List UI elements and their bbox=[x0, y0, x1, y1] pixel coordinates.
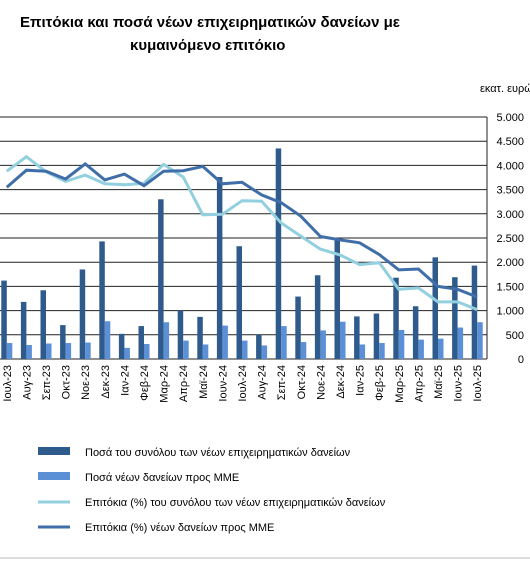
bar bbox=[373, 313, 380, 359]
y-tick-label: 500 bbox=[506, 330, 524, 342]
bar bbox=[118, 333, 125, 359]
chart-title: Επιτόκια και ποσά νέων επιχειρηματικών δ… bbox=[20, 14, 400, 31]
bar bbox=[1, 280, 7, 359]
bar bbox=[452, 277, 458, 359]
bar bbox=[398, 329, 405, 359]
bar bbox=[65, 343, 72, 359]
x-tick-label: Μαρ-25 bbox=[394, 365, 406, 403]
x-tick-label: Ιουλ-24 bbox=[237, 365, 249, 402]
x-tick-label: Σεπ-24 bbox=[276, 365, 288, 400]
bar bbox=[99, 241, 105, 359]
bar bbox=[256, 334, 262, 359]
bar bbox=[26, 344, 32, 359]
x-tick-label: Μαϊ-24 bbox=[198, 365, 210, 399]
x-tick-label: Απρ-24 bbox=[178, 365, 190, 402]
line bbox=[5, 154, 478, 311]
bar bbox=[40, 290, 46, 359]
x-tick-label: Ιουλ-23 bbox=[2, 365, 14, 402]
bar bbox=[177, 310, 184, 359]
y-tick-label: 1.500 bbox=[496, 281, 524, 293]
bar bbox=[236, 246, 242, 359]
legend-label: Ποσά νέων δανείων προς ΜΜΕ bbox=[85, 472, 239, 484]
bar bbox=[85, 342, 91, 359]
x-tick-label: Μαρ-24 bbox=[159, 365, 171, 403]
x-tick-label: Ιαν-25 bbox=[355, 365, 367, 396]
bar bbox=[340, 321, 346, 359]
bar bbox=[438, 338, 444, 359]
bar bbox=[20, 301, 27, 359]
y-tick-label: 0 bbox=[518, 354, 524, 366]
bar bbox=[477, 322, 483, 359]
x-tick-label: Ιουν-24 bbox=[217, 365, 229, 402]
y-tick-label: 2.000 bbox=[496, 257, 524, 269]
bar bbox=[104, 321, 111, 359]
y-tick-label: 4.500 bbox=[496, 136, 524, 148]
bar bbox=[79, 269, 86, 359]
bar bbox=[197, 316, 203, 359]
bar bbox=[412, 306, 419, 359]
legend-label: Επιτόκια (%) του συνόλου των νέων επιχει… bbox=[85, 497, 386, 509]
x-tick-label: Φεβ-24 bbox=[139, 365, 151, 401]
x-tick-label: Φεβ-25 bbox=[374, 365, 386, 401]
x-tick-label: Δεκ-24 bbox=[335, 365, 347, 399]
legend-label: Επιτόκια (%) νέων δανείων προς ΜΜΕ bbox=[85, 522, 274, 534]
legend-swatch bbox=[38, 447, 70, 455]
bar bbox=[6, 343, 13, 359]
bar bbox=[334, 238, 340, 359]
bar bbox=[379, 343, 385, 359]
chart-title: κυμαινόμενο επιτόκιο bbox=[130, 37, 285, 54]
x-tick-label: Οκτ-23 bbox=[61, 365, 73, 399]
y-tick-label: 5.000 bbox=[496, 112, 524, 124]
legend-swatch bbox=[38, 472, 70, 480]
x-tick-label: Νοε-23 bbox=[80, 365, 92, 400]
bar bbox=[281, 326, 287, 359]
x-tick-label: Οκτ-24 bbox=[296, 365, 308, 399]
bar bbox=[158, 199, 164, 359]
bar bbox=[222, 325, 228, 359]
y-axis-label: εκατ. ευρώ bbox=[480, 83, 530, 95]
bar bbox=[275, 148, 282, 359]
x-tick-label: Μαϊ-25 bbox=[433, 365, 445, 399]
bar bbox=[295, 296, 301, 359]
y-tick-label: 3.000 bbox=[496, 209, 524, 221]
bar bbox=[457, 327, 464, 359]
y-tick-label: 2.500 bbox=[496, 233, 524, 245]
bar bbox=[242, 340, 248, 359]
bar bbox=[144, 343, 150, 359]
bar bbox=[124, 347, 130, 359]
legend-label: Ποσά του συνόλου των νέων επιχειρηματικώ… bbox=[85, 447, 351, 459]
bar bbox=[471, 265, 478, 359]
x-tick-label: Αυγ-23 bbox=[21, 365, 33, 400]
bar bbox=[60, 325, 66, 359]
bar bbox=[202, 344, 209, 359]
y-tick-label: 1.000 bbox=[496, 306, 524, 318]
bar bbox=[46, 343, 52, 359]
bar bbox=[261, 345, 268, 359]
bar bbox=[432, 257, 438, 359]
x-tick-label: Ιουλ-25 bbox=[472, 365, 484, 402]
x-tick-label: Ιουν-25 bbox=[453, 365, 465, 402]
bar bbox=[314, 275, 321, 359]
bar bbox=[320, 330, 326, 359]
line bbox=[5, 161, 478, 299]
bar bbox=[300, 342, 307, 359]
y-tick-label: 4.000 bbox=[496, 160, 524, 172]
bar bbox=[163, 322, 170, 359]
bar bbox=[138, 326, 144, 359]
x-tick-label: Νοε-24 bbox=[315, 365, 327, 400]
bar bbox=[418, 339, 424, 359]
x-tick-label: Σεπ-23 bbox=[41, 365, 53, 400]
bar bbox=[359, 344, 366, 359]
x-tick-label: Ιαν-24 bbox=[119, 365, 131, 396]
x-tick-label: Απρ-25 bbox=[413, 365, 425, 402]
bar bbox=[393, 277, 399, 359]
x-tick-label: Αυγ-24 bbox=[257, 365, 269, 400]
bar bbox=[183, 340, 189, 359]
x-tick-label: Δεκ-23 bbox=[100, 365, 112, 399]
bar bbox=[216, 177, 223, 359]
bar bbox=[354, 316, 360, 359]
y-tick-label: 3.500 bbox=[496, 185, 524, 197]
